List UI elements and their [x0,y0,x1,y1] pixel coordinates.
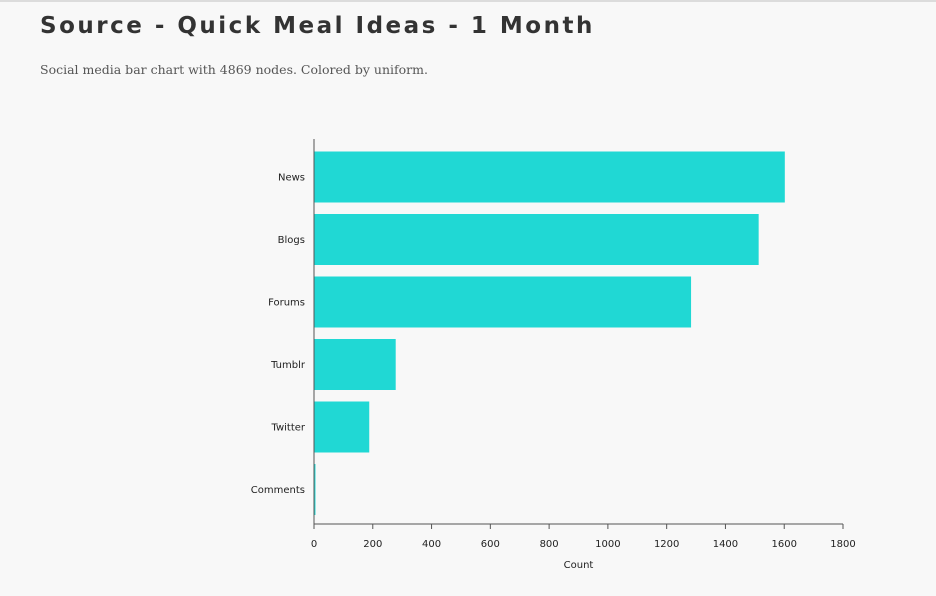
category-label-tumblr: Tumblr [270,360,306,371]
category-label-forums: Forums [268,298,305,309]
category-labels: News Blogs Forums Tumblr Twitter Comments [251,173,306,497]
bars-layer [314,151,785,515]
x-tick-label: 1000 [595,539,620,550]
category-label-blogs: Blogs [278,235,305,246]
x-tick-label: 0 [311,539,317,550]
top-border [0,0,936,2]
bar-forums [314,276,692,328]
x-tick-label: 1800 [830,539,855,550]
bar-news [314,151,785,203]
x-axis-label: Count [564,560,594,571]
x-axis-ticks: 0 200 400 600 800 1000 1200 1400 1600 1800 [311,524,856,550]
x-tick-label: 1400 [713,539,738,550]
x-tick-label: 400 [422,539,441,550]
x-tick-label: 1600 [771,539,796,550]
category-label-news: News [278,173,305,184]
x-tick-label: 200 [363,539,382,550]
category-label-twitter: Twitter [270,423,305,434]
bar-blogs [314,214,759,265]
x-tick-label: 1200 [654,539,679,550]
x-tick-label: 800 [540,539,559,550]
page-subtitle: Social media bar chart with 4869 nodes. … [40,62,428,77]
page-title: Source - Quick Meal Ideas - 1 Month [40,13,595,39]
bar-tumblr [314,339,396,390]
bar-comments [314,464,316,515]
x-tick-label: 600 [481,539,500,550]
bar-twitter [314,401,370,453]
category-label-comments: Comments [251,485,305,496]
